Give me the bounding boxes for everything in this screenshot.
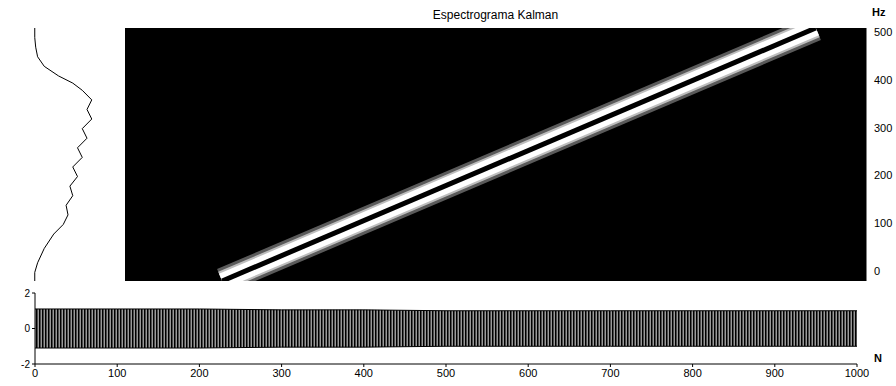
svg-text:0: 0 — [874, 265, 880, 277]
html-text:Espectrograma Kalman: Espectrograma Kalman — [432, 8, 559, 22]
svg-text:100: 100 — [874, 217, 892, 229]
svg-text:400: 400 — [874, 74, 892, 86]
html-text:N: N — [874, 352, 882, 364]
html-text:Hz: Hz — [872, 6, 886, 18]
svg-text:100: 100 — [108, 367, 126, 379]
svg-text:200: 200 — [874, 169, 892, 181]
svg-text:500: 500 — [874, 26, 892, 38]
svg-text:300: 300 — [272, 367, 290, 379]
svg-text:2: 2 — [24, 288, 30, 299]
svg-text:400: 400 — [355, 367, 373, 379]
svg-text:600: 600 — [519, 367, 537, 379]
svg-text:800: 800 — [683, 367, 701, 379]
svg-text:0: 0 — [24, 323, 30, 334]
svg-text:0: 0 — [32, 367, 38, 379]
svg-text:700: 700 — [601, 367, 619, 379]
svg-text:-2: -2 — [21, 359, 30, 370]
svg-text:900: 900 — [766, 367, 784, 379]
svg-text:200: 200 — [190, 367, 208, 379]
svg-text:300: 300 — [874, 122, 892, 134]
svg-text:500: 500 — [437, 367, 455, 379]
svg-text:1000: 1000 — [845, 367, 869, 379]
